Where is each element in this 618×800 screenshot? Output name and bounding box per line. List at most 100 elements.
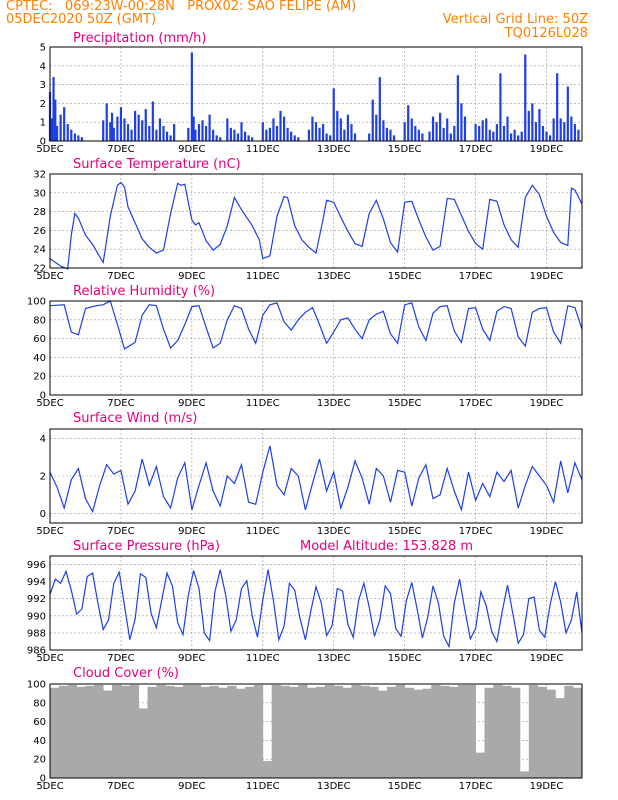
precipitation-bar	[548, 135, 552, 141]
precipitation-bar	[190, 52, 193, 141]
cloud-cover-bar	[103, 690, 113, 778]
precipitation-bar	[499, 73, 502, 141]
precipitation-ytick-label: 5	[40, 43, 46, 54]
precipitation-bar	[119, 107, 123, 141]
wind-title: Surface Wind (m/s)	[73, 411, 197, 426]
precipitation-bar	[527, 110, 530, 141]
wind-xtick-label: 7DEC	[107, 526, 134, 537]
pressure-xtick-label: 7DEC	[107, 653, 134, 664]
precipitation-bar	[474, 124, 477, 141]
precipitation-bar	[321, 124, 325, 141]
pressure-ytick-label: 988	[27, 628, 46, 639]
pressure-xtick-label: 17DEC	[459, 653, 493, 664]
wind-xtick-label: 5DEC	[36, 526, 63, 537]
pressure-ytick-label: 996	[27, 560, 46, 571]
precipitation-bar	[290, 131, 293, 141]
temperature-ytick-label: 32	[33, 170, 46, 181]
precipitation-bar	[506, 116, 509, 141]
precipitation-xtick-label: 9DEC	[178, 144, 205, 155]
temperature-xtick-label: 11DEC	[246, 271, 280, 282]
precipitation-bar	[414, 125, 417, 141]
precipitation-bar	[197, 124, 201, 141]
cloud-cover-bar	[404, 687, 414, 778]
precipitation-bar	[70, 129, 73, 141]
precipitation-bar	[534, 122, 537, 141]
precipitation-bar	[80, 137, 84, 141]
cloud-cover-bar	[289, 686, 299, 778]
humidity-xtick-label: 11DEC	[246, 398, 280, 409]
cloud-cover-xtick-label: 13DEC	[317, 781, 351, 792]
cloud-cover-bar	[191, 684, 202, 778]
pressure-line	[49, 569, 583, 649]
cloud-cover-bar	[324, 684, 335, 778]
temperature-ytick-label: 26	[33, 226, 46, 237]
pressure-ytick-label: 986	[27, 646, 46, 657]
precipitation-bar	[50, 118, 53, 141]
cloud-cover-bar	[466, 684, 476, 778]
precipitation-bar	[439, 112, 442, 141]
precipitation-bar	[435, 122, 438, 141]
precipitation-bar	[339, 118, 342, 141]
pressure-xtick-label: 9DEC	[178, 653, 205, 664]
cloud-cover-bar	[316, 686, 326, 778]
cloud-cover-ytick-label: 100	[27, 680, 46, 691]
precipitation-bar	[109, 122, 112, 141]
wind-ytick-label: 0	[40, 509, 46, 520]
cloud-cover-bar	[129, 684, 140, 778]
precipitation-bar	[201, 120, 204, 141]
temperature-frame	[49, 173, 583, 269]
precipitation-bar	[59, 114, 62, 141]
cloud-cover-bar	[431, 684, 441, 778]
precipitation-bar	[495, 124, 498, 141]
precipitation-bar	[442, 127, 445, 141]
humidity-xtick-label: 15DEC	[388, 398, 422, 409]
cloud-cover-bar	[413, 689, 423, 778]
precipitation-bar	[329, 135, 332, 141]
precipitation-bar	[112, 127, 115, 141]
precipitation-bar	[353, 133, 357, 141]
humidity-ytick-label: 20	[33, 372, 46, 383]
humidity-xtick-label: 5DEC	[36, 398, 63, 409]
pressure-xtick-label: 11DEC	[246, 653, 280, 664]
precipitation-bar	[165, 131, 169, 141]
cloud-cover-bar	[138, 708, 148, 778]
humidity-ytick-label: 100	[27, 297, 46, 308]
precipitation-bar	[368, 133, 371, 141]
precipitation-xtick-label: 5DEC	[36, 144, 63, 155]
wind-xtick-label: 17DEC	[459, 526, 493, 537]
cloud-cover-bar	[236, 688, 246, 778]
temperature-xtick-label: 7DEC	[107, 271, 134, 282]
precipitation-bar	[187, 127, 190, 141]
precipitation-bar	[431, 116, 435, 141]
pressure-xtick-label: 5DEC	[36, 653, 63, 664]
wind-xtick-label: 13DEC	[317, 526, 351, 537]
header-grid-note: Vertical Grid Line: 50Z	[442, 12, 588, 27]
precipitation-bar	[446, 118, 449, 141]
pressure-ytick-label: 990	[27, 611, 46, 622]
precipitation-bar	[173, 124, 176, 141]
precipitation-bar	[559, 118, 562, 141]
precipitation-frame	[49, 46, 583, 142]
precipitation-ytick-label: 4	[40, 61, 46, 72]
precipitation-bar	[325, 133, 328, 141]
cloud-cover-bar	[227, 685, 237, 778]
precipitation-bar	[385, 127, 389, 141]
temperature-xtick-label: 19DEC	[530, 271, 564, 282]
cloud-cover-bar	[50, 687, 60, 778]
cloud-cover-bar	[85, 685, 95, 778]
precipitation-ytick-label: 1	[40, 118, 46, 129]
precipitation-bar	[169, 135, 172, 141]
humidity-xtick-label: 13DEC	[317, 398, 351, 409]
header-date-line: 05DEC2020 50Z (GMT)	[6, 12, 157, 27]
precipitation-bar	[151, 101, 154, 141]
cloud-cover-bar	[307, 687, 317, 778]
humidity-ytick-label: 40	[33, 353, 46, 364]
precipitation-bar	[55, 125, 59, 141]
precipitation-bar	[421, 133, 424, 141]
precipitation-bar	[144, 109, 147, 141]
temperature-xtick-label: 5DEC	[36, 271, 63, 282]
precipitation-bar	[134, 110, 137, 141]
temperature-ytick-label: 22	[33, 264, 46, 275]
cloud-cover-bar	[120, 685, 131, 778]
